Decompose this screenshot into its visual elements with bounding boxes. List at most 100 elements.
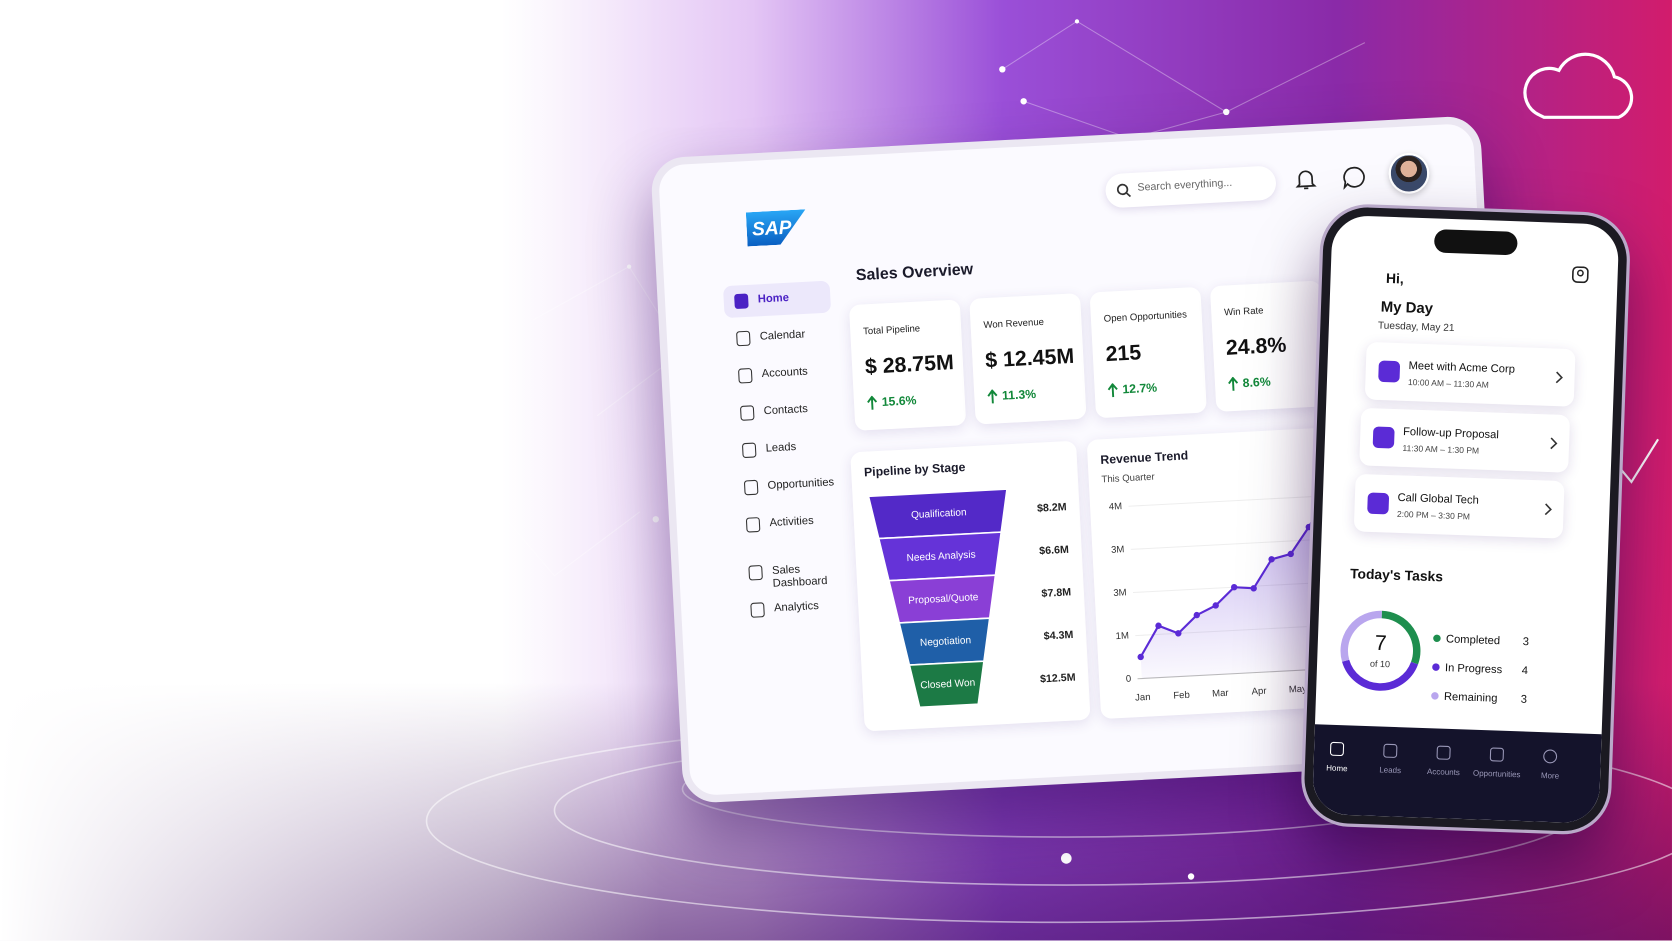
x-tick-label: Apr bbox=[1251, 686, 1267, 698]
kpi-value: $ 12.45M bbox=[984, 344, 1075, 373]
nav-label: Activities bbox=[769, 514, 815, 530]
kpi-value: 24.8% bbox=[1225, 333, 1287, 361]
day-title: My Day bbox=[1380, 297, 1434, 317]
legend-label: Completed bbox=[1445, 632, 1501, 648]
profile-glyph bbox=[1571, 266, 1589, 284]
segment-label: Negotiation bbox=[920, 635, 972, 649]
tasks-title: Today's Tasks bbox=[1349, 565, 1444, 585]
kpi-change: 11.3% bbox=[1001, 388, 1037, 403]
kpi-change: 12.7% bbox=[1122, 381, 1158, 397]
avatar[interactable] bbox=[1387, 152, 1431, 195]
nav-item[interactable]: Analytics bbox=[739, 589, 847, 627]
segment-label: Needs Analysis bbox=[906, 550, 976, 565]
profile-icon bbox=[1571, 266, 1589, 284]
data-point bbox=[1287, 550, 1294, 558]
revenue-area bbox=[1140, 495, 1336, 679]
event-time: 2:00 PM – 3:30 PM bbox=[1396, 509, 1471, 522]
arrow-glyph bbox=[867, 395, 878, 410]
kpi-value: $ 28.75M bbox=[864, 350, 955, 380]
data-point bbox=[1175, 630, 1182, 637]
event-icon bbox=[1378, 360, 1401, 383]
chart-subtitle: This Quarter bbox=[1101, 472, 1156, 486]
nav-label: Calendar bbox=[759, 327, 806, 343]
legend-count: 3 bbox=[1520, 692, 1528, 707]
nav-label: Contacts bbox=[763, 402, 809, 418]
kpi-card: Open Opportunities 215 12.7% bbox=[1089, 286, 1207, 419]
phone: Hi, My Day Tuesday, May 21 Meet with Acme C… bbox=[1303, 206, 1629, 833]
legend-count: 4 bbox=[1521, 664, 1529, 678]
nav-item[interactable]: Activities bbox=[735, 504, 843, 542]
data-point bbox=[1137, 653, 1144, 661]
search-box[interactable]: Search everything... bbox=[1104, 165, 1277, 209]
segment-label: Closed Won bbox=[920, 678, 975, 692]
x-tick-label: Mar bbox=[1212, 688, 1230, 700]
legend-count: 3 bbox=[1522, 635, 1530, 649]
legend-dot bbox=[1433, 634, 1441, 643]
tasks-donut: 7 of 10 bbox=[1340, 610, 1421, 691]
event-card[interactable]: Call Global Tech 2:00 PM – 3:30 PM bbox=[1353, 473, 1565, 539]
kpi-label: Won Revenue bbox=[983, 316, 1045, 331]
tab[interactable]: More bbox=[1523, 742, 1578, 797]
chart-title: Pipeline by Stage bbox=[864, 460, 966, 479]
event-title: Meet with Acme Corp bbox=[1408, 359, 1516, 376]
kpi-card: Win Rate 24.8% 8.6% bbox=[1209, 280, 1328, 412]
data-point bbox=[1305, 523, 1312, 531]
nav-item[interactable]: Sales Dashboard bbox=[737, 552, 845, 590]
tab-label: Leads bbox=[1379, 764, 1402, 776]
data-point bbox=[1268, 556, 1275, 563]
nav-icon bbox=[737, 367, 753, 384]
bottom-nav: Home Leads Accounts Opportunities More bbox=[1310, 724, 1602, 824]
nav-label: Opportunities bbox=[767, 475, 835, 493]
search-glyph bbox=[1116, 183, 1129, 196]
cloud-icon bbox=[1523, 52, 1634, 119]
notch bbox=[1433, 229, 1518, 256]
nav-label: Accounts bbox=[761, 365, 809, 381]
revenue-panel: Revenue Trend This Quarter 0 1M 3M 3M 4M Jan Feb… bbox=[1086, 426, 1353, 720]
tab-icon bbox=[1489, 747, 1505, 762]
segment-label: Qualification bbox=[911, 507, 967, 521]
nav-icon bbox=[743, 479, 759, 496]
event-title: Call Global Tech bbox=[1397, 491, 1480, 507]
event-time: 10:00 AM – 11:30 AM bbox=[1407, 377, 1490, 390]
chevron-glyph bbox=[1555, 371, 1563, 384]
nav-item[interactable]: Opportunities bbox=[733, 467, 841, 505]
kpi-value: 215 bbox=[1105, 341, 1142, 367]
chart-title: Revenue Trend bbox=[1100, 448, 1188, 467]
event-card[interactable]: Meet with Acme Corp 10:00 AM – 11:30 AM bbox=[1364, 341, 1576, 407]
nav-item[interactable]: Contacts bbox=[729, 392, 837, 430]
up-arrow bbox=[867, 395, 878, 410]
nav-icon bbox=[748, 564, 763, 581]
funnel-chart: Pipeline by Stage Qualification $8.2M Needs… bbox=[864, 460, 1076, 709]
tab[interactable]: Home bbox=[1310, 735, 1365, 790]
funnel-segment bbox=[908, 660, 985, 709]
chevron bbox=[1544, 503, 1552, 516]
tab-icon bbox=[1383, 743, 1398, 759]
y-tick-label: 0 bbox=[1126, 674, 1132, 685]
nav-icon bbox=[739, 405, 755, 421]
bell-glyph bbox=[1295, 170, 1317, 190]
tasks-done: 7 bbox=[1374, 631, 1387, 655]
line-chart: Revenue Trend This Quarter 0 1M 3M 3M 4M Jan Feb… bbox=[1100, 448, 1345, 703]
nav-item[interactable]: Calendar bbox=[725, 318, 833, 356]
nav-icon bbox=[745, 517, 761, 533]
nav-icon bbox=[736, 330, 751, 347]
tab[interactable]: Opportunities bbox=[1469, 740, 1524, 795]
event-card[interactable]: Follow-up Proposal 11:30 AM – 1:30 PM bbox=[1359, 407, 1571, 473]
data-point bbox=[1250, 585, 1257, 592]
tab-icon bbox=[1436, 745, 1451, 760]
nav-item[interactable]: Home bbox=[722, 280, 832, 319]
value-label: $4.3M bbox=[1043, 629, 1073, 643]
nav-item[interactable]: Leads bbox=[731, 430, 839, 468]
logo: SAP bbox=[746, 209, 807, 246]
tab[interactable]: Accounts bbox=[1416, 738, 1471, 793]
event-icon bbox=[1372, 426, 1395, 449]
tab[interactable]: Leads bbox=[1363, 737, 1418, 792]
tab-label: Opportunities bbox=[1472, 768, 1521, 780]
profile-glyph bbox=[1576, 269, 1584, 277]
value-label: $8.2M bbox=[1037, 501, 1067, 515]
tab-icon bbox=[1543, 749, 1558, 764]
nav-item[interactable]: Accounts bbox=[727, 355, 835, 393]
nav-icon bbox=[750, 602, 765, 618]
x-tick-label: May bbox=[1289, 684, 1308, 696]
nav-label: Sales Dashboard bbox=[771, 562, 828, 591]
